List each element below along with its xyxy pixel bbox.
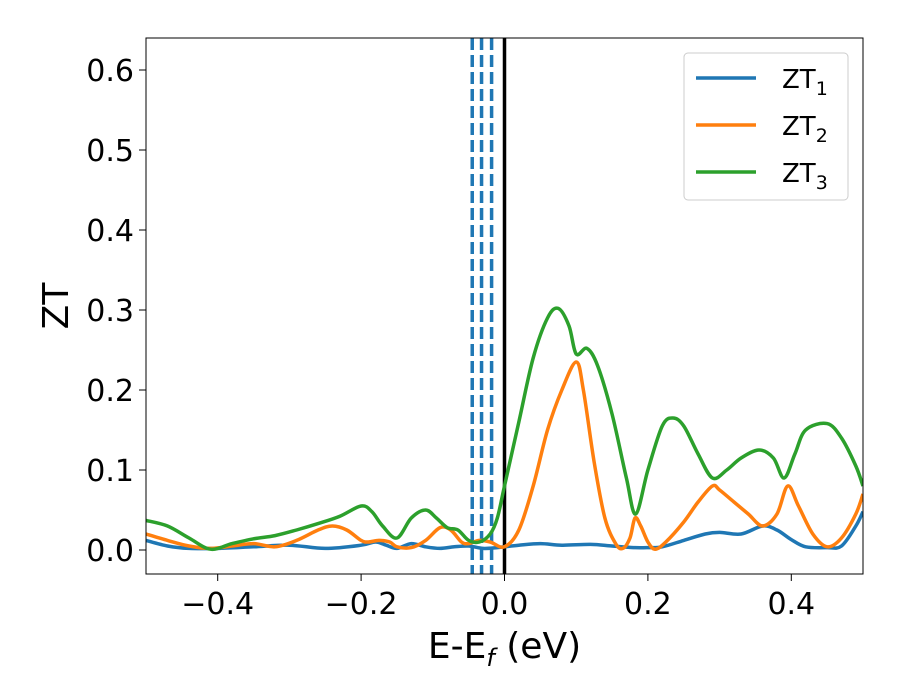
x-axis-label-main: E-E bbox=[428, 626, 486, 667]
vertical-lines bbox=[470, 38, 507, 574]
x-tick-label: −0.4 bbox=[181, 587, 254, 622]
x-axis-ticks: −0.4 −0.2 0.0 0.2 0.4 bbox=[181, 574, 815, 622]
y-tick-label: 0.3 bbox=[86, 294, 134, 329]
y-tick-label: 0.2 bbox=[86, 374, 134, 409]
x-tick-label: −0.2 bbox=[325, 587, 398, 622]
series-line-zt3 bbox=[146, 306, 863, 552]
legend-box bbox=[683, 52, 849, 201]
y-tick-label: 0.0 bbox=[86, 534, 134, 569]
series-line-zt1 bbox=[146, 510, 863, 551]
y-tick-label: 0.1 bbox=[86, 454, 134, 489]
x-tick-label: 0.0 bbox=[481, 587, 529, 622]
y-axis-ticks: 0.0 0.1 0.2 0.3 0.4 0.5 0.6 bbox=[86, 54, 146, 569]
y-tick-label: 0.6 bbox=[86, 54, 134, 89]
series-layer bbox=[146, 306, 863, 552]
x-tick-label: 0.2 bbox=[624, 587, 672, 622]
x-axis-label: E-Ef (eV) bbox=[428, 626, 581, 672]
x-axis-label-unit: (eV) bbox=[495, 626, 581, 667]
y-tick-label: 0.4 bbox=[86, 214, 134, 249]
legend: ZT1 ZT2 ZT3 bbox=[683, 52, 849, 201]
legend-label-zt3: ZT3 bbox=[782, 159, 828, 194]
x-tick-label: 0.4 bbox=[767, 587, 815, 622]
series-line-zt2 bbox=[146, 360, 863, 551]
y-tick-label: 0.5 bbox=[86, 134, 134, 169]
legend-label-zt1: ZT1 bbox=[782, 65, 828, 100]
y-axis-label: ZT bbox=[36, 282, 77, 330]
legend-label-zt2: ZT2 bbox=[782, 112, 828, 147]
